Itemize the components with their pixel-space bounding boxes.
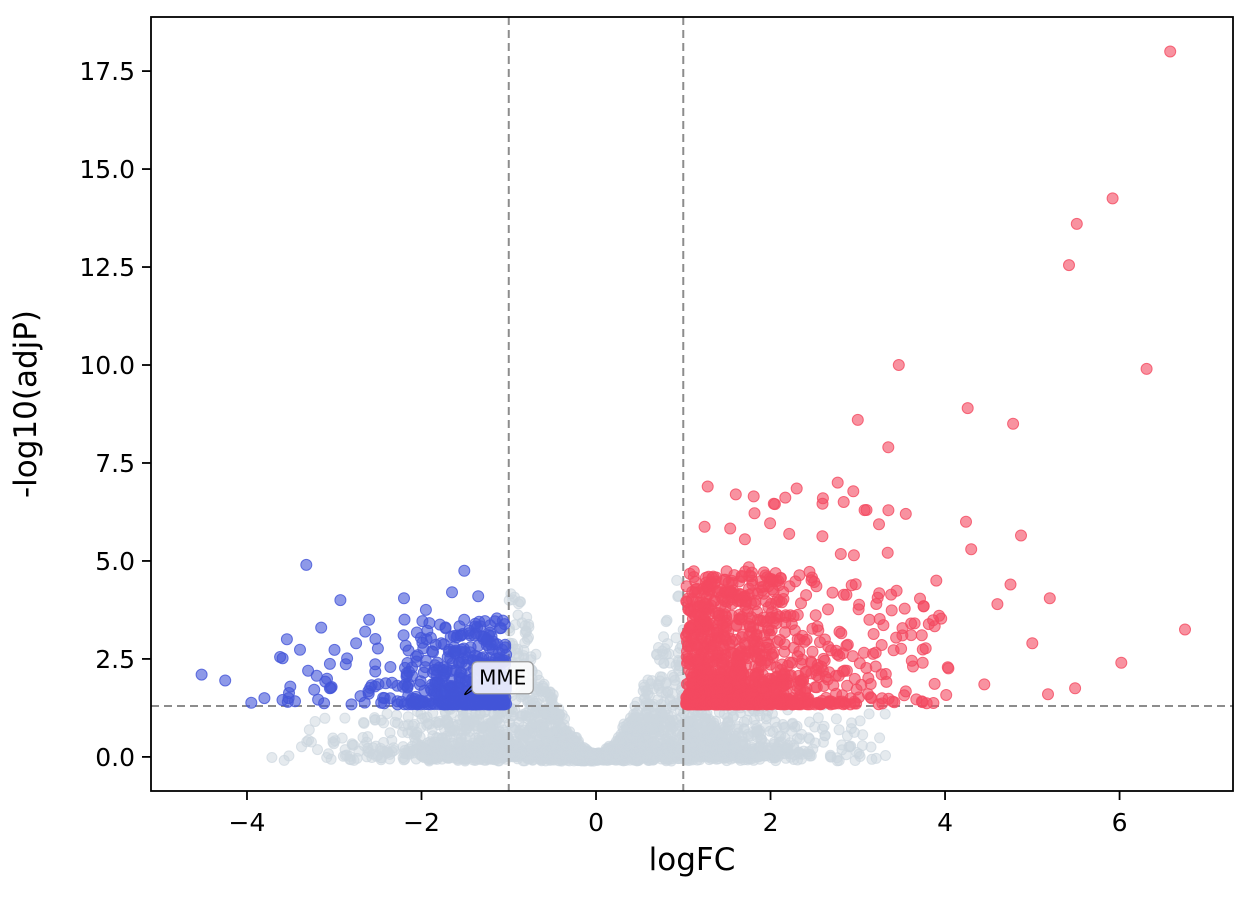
x-tick-label: 4 xyxy=(937,808,953,837)
data-point xyxy=(315,621,328,634)
nonsignificant-points-group xyxy=(266,574,891,767)
data-point xyxy=(965,543,978,556)
data-point xyxy=(816,492,829,505)
data-point xyxy=(1004,578,1017,591)
x-tick-label: −4 xyxy=(229,808,266,837)
x-axis-label: logFC xyxy=(649,842,736,878)
data-point xyxy=(300,558,313,571)
data-point xyxy=(1042,688,1054,701)
data-point xyxy=(899,507,912,520)
data-point xyxy=(1043,592,1056,605)
data-point xyxy=(363,613,376,626)
data-point xyxy=(831,476,844,489)
data-point xyxy=(978,678,991,691)
data-point xyxy=(860,504,873,516)
data-point xyxy=(1015,529,1027,542)
data-point xyxy=(1115,656,1128,669)
x-tick-label: 2 xyxy=(763,808,779,837)
data-point xyxy=(274,651,287,663)
data-point xyxy=(398,592,410,605)
data-point xyxy=(892,359,905,371)
data-point xyxy=(1069,682,1082,695)
data-point xyxy=(195,668,208,681)
upregulated-points-group xyxy=(680,45,1191,711)
y-tick-label: 15.0 xyxy=(79,155,135,184)
y-axis-label: -log10(adjP) xyxy=(8,310,44,498)
y-tick-label: 10.0 xyxy=(79,351,135,380)
annotation-label: MME xyxy=(479,666,526,690)
data-point xyxy=(1140,362,1153,375)
y-tick-label: 17.5 xyxy=(79,57,135,86)
data-point xyxy=(419,603,432,616)
axes-group: −4 −2 0 2 4 6 0.0 2.5 5.0 7.5 10.0 12.5 15.0 17.5 xyxy=(79,16,1234,837)
downregulated-points-group xyxy=(195,558,513,711)
plot-frame xyxy=(150,16,1234,792)
data-point xyxy=(334,594,347,607)
data-point xyxy=(323,682,336,695)
x-tick-label: 6 xyxy=(1112,808,1128,837)
data-point xyxy=(472,590,485,603)
data-point xyxy=(1026,637,1039,650)
data-point xyxy=(258,692,271,705)
data-point xyxy=(930,574,943,587)
data-point xyxy=(768,498,781,511)
data-point xyxy=(1070,217,1083,230)
data-point xyxy=(1007,417,1020,430)
data-point xyxy=(790,482,803,495)
data-point xyxy=(458,564,471,577)
y-tick-label: 0.0 xyxy=(95,743,135,772)
y-tick-label: 5.0 xyxy=(95,547,135,576)
data-point xyxy=(1063,259,1075,272)
annotation-arrow xyxy=(464,685,473,696)
data-point xyxy=(991,598,1004,611)
x-tick-label: −2 xyxy=(403,808,440,837)
data-point xyxy=(1106,192,1119,205)
data-point xyxy=(350,637,363,650)
data-point xyxy=(882,441,895,454)
gene-annotation: MME xyxy=(464,661,534,696)
data-point xyxy=(219,674,232,687)
y-tick-label: 2.5 xyxy=(95,645,135,674)
data-point xyxy=(961,402,974,415)
data-point xyxy=(1179,623,1191,636)
data-point xyxy=(446,586,458,599)
data-point xyxy=(1164,45,1177,58)
data-point xyxy=(851,413,864,426)
data-point xyxy=(701,480,714,493)
y-tick-label: 7.5 xyxy=(95,449,135,478)
data-point xyxy=(289,695,301,708)
data-point xyxy=(960,515,972,528)
y-tick-label: 12.5 xyxy=(79,253,135,282)
annotation-box xyxy=(471,661,534,695)
data-point xyxy=(302,664,315,677)
data-point xyxy=(245,696,258,709)
x-tick-label: 0 xyxy=(588,808,604,837)
